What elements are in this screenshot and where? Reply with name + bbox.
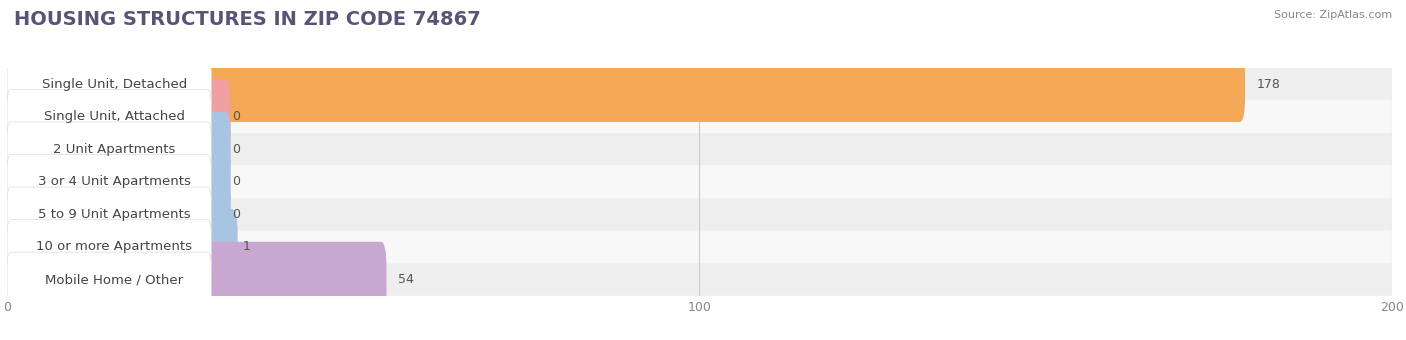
FancyBboxPatch shape — [7, 122, 211, 177]
Text: 3 or 4 Unit Apartments: 3 or 4 Unit Apartments — [38, 175, 191, 188]
FancyBboxPatch shape — [7, 166, 1392, 198]
FancyBboxPatch shape — [1, 177, 231, 252]
FancyBboxPatch shape — [7, 187, 211, 242]
Text: Single Unit, Detached: Single Unit, Detached — [42, 78, 187, 91]
Text: 54: 54 — [398, 273, 415, 286]
FancyBboxPatch shape — [1, 144, 231, 220]
Text: 2 Unit Apartments: 2 Unit Apartments — [53, 143, 176, 156]
FancyBboxPatch shape — [1, 47, 1246, 122]
FancyBboxPatch shape — [1, 79, 231, 155]
Text: 0: 0 — [232, 110, 240, 123]
FancyBboxPatch shape — [7, 57, 211, 112]
FancyBboxPatch shape — [7, 89, 211, 144]
FancyBboxPatch shape — [7, 198, 1392, 231]
Text: 0: 0 — [232, 143, 240, 156]
Text: 5 to 9 Unit Apartments: 5 to 9 Unit Apartments — [38, 208, 191, 221]
Text: 10 or more Apartments: 10 or more Apartments — [37, 240, 193, 254]
FancyBboxPatch shape — [7, 220, 211, 274]
Text: Single Unit, Attached: Single Unit, Attached — [44, 110, 184, 123]
FancyBboxPatch shape — [7, 155, 211, 209]
Text: HOUSING STRUCTURES IN ZIP CODE 74867: HOUSING STRUCTURES IN ZIP CODE 74867 — [14, 10, 481, 29]
Text: 1: 1 — [242, 240, 250, 254]
FancyBboxPatch shape — [7, 68, 1392, 101]
Text: Source: ZipAtlas.com: Source: ZipAtlas.com — [1274, 10, 1392, 20]
FancyBboxPatch shape — [7, 252, 211, 307]
Text: 0: 0 — [232, 208, 240, 221]
FancyBboxPatch shape — [1, 209, 238, 285]
Text: 0: 0 — [232, 175, 240, 188]
FancyBboxPatch shape — [7, 101, 1392, 133]
FancyBboxPatch shape — [7, 133, 1392, 166]
FancyBboxPatch shape — [1, 112, 231, 187]
FancyBboxPatch shape — [7, 231, 1392, 263]
Text: Mobile Home / Other: Mobile Home / Other — [45, 273, 183, 286]
FancyBboxPatch shape — [1, 242, 387, 317]
FancyBboxPatch shape — [7, 263, 1392, 296]
Text: 178: 178 — [1257, 78, 1281, 91]
